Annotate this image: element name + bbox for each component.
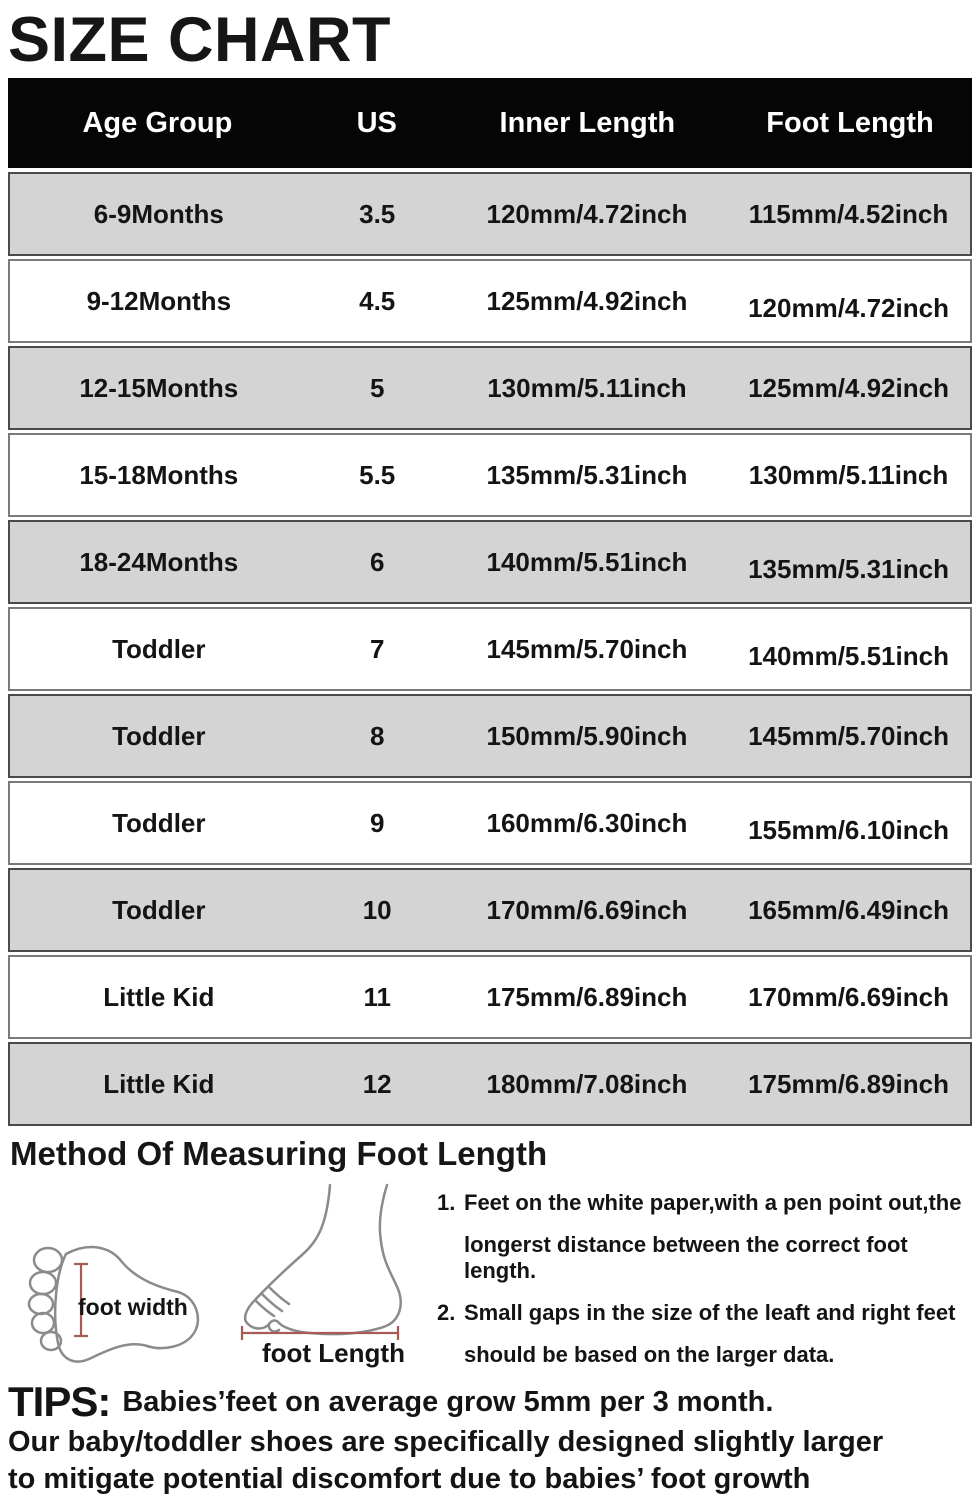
cell-foot-length: 125mm/4.92inch xyxy=(748,372,949,403)
foot-width-measure-line xyxy=(74,1262,88,1338)
tips-text-line-2: Our baby/toddler shoes are specifically … xyxy=(8,1426,884,1458)
cell-foot-length: 140mm/5.51inch xyxy=(748,640,949,671)
foot-top-view-outline xyxy=(27,1245,200,1363)
cell-us-size: 4.5 xyxy=(359,285,396,316)
tips-text-line-3: to mitigate potential discomfort due to … xyxy=(8,1463,811,1495)
cell-foot-length: 135mm/5.31inch xyxy=(748,553,949,584)
cell-age-group: 9-12Months xyxy=(86,285,232,316)
table-row: 9-12Months 4.5 125mm/4.92inch 120mm/4.72… xyxy=(8,259,972,343)
cell-age-group: Little Kid xyxy=(103,1068,215,1099)
cell-us-size: 12 xyxy=(362,1068,392,1099)
step-text: Small gaps in the size of the leaft and … xyxy=(464,1300,956,1325)
table-row: Little Kid 12 180mm/7.08inch 175mm/6.89i… xyxy=(8,1042,972,1126)
tips-text-line-1: Babies’feet on average grow 5mm per 3 mo… xyxy=(122,1385,774,1418)
cell-age-group: Toddler xyxy=(112,807,206,838)
cell-inner-length: 145mm/5.70inch xyxy=(486,633,688,664)
step-number: 2. xyxy=(437,1300,456,1325)
column-header-age-group: Age Group xyxy=(82,106,233,139)
foot-length-measure-line xyxy=(240,1326,400,1340)
cell-inner-length: 160mm/6.30inch xyxy=(486,807,688,838)
column-header-inner-length: Inner Length xyxy=(499,106,676,139)
size-table-header-row: Age Group US Inner Length Foot Length xyxy=(8,78,972,168)
foot-measuring-illustration xyxy=(27,1183,402,1363)
table-row: 6-9Months 3.5 120mm/4.72inch 115mm/4.52i… xyxy=(8,172,972,256)
cell-age-group: 15-18Months xyxy=(79,459,239,490)
page-title: SIZE CHART xyxy=(8,5,391,75)
column-header-foot-length: Foot Length xyxy=(766,106,934,139)
cell-inner-length: 120mm/4.72inch xyxy=(486,198,688,229)
cell-age-group: Toddler xyxy=(112,633,206,664)
tips-label: TIPS: xyxy=(8,1378,111,1425)
cell-inner-length: 140mm/5.51inch xyxy=(486,546,688,577)
foot-diagrams: foot width foot Length xyxy=(10,1180,460,1376)
cell-foot-length: 165mm/6.49inch xyxy=(748,894,949,925)
step-text-continued: should be based on the larger data. xyxy=(464,1342,835,1367)
cell-us-size: 5.5 xyxy=(359,459,396,490)
cell-us-size: 10 xyxy=(362,894,392,925)
cell-foot-length: 145mm/5.70inch xyxy=(748,720,949,751)
table-row: Little Kid 11 175mm/6.89inch 170mm/6.69i… xyxy=(8,955,972,1039)
cell-age-group: 18-24Months xyxy=(79,546,239,577)
cell-foot-length: 170mm/6.69inch xyxy=(748,981,949,1012)
tips-first-line: TIPS: Babies’feet on average grow 5mm pe… xyxy=(8,1378,980,1425)
cell-inner-length: 180mm/7.08inch xyxy=(486,1068,688,1099)
measuring-instructions: 1. Feet on the white paper,with a pen po… xyxy=(437,1190,972,1384)
table-row: Toddler 9 160mm/6.30inch 155mm/6.10inch xyxy=(8,781,972,865)
cell-us-size: 7 xyxy=(369,633,385,664)
cell-us-size: 8 xyxy=(369,720,385,751)
tips-section: TIPS: Babies’feet on average grow 5mm pe… xyxy=(8,1378,980,1498)
cell-foot-length: 120mm/4.72inch xyxy=(748,292,949,323)
size-table: Age Group US Inner Length Foot Length 6-… xyxy=(8,78,972,1126)
table-row: 15-18Months 5.5 135mm/5.31inch 130mm/5.1… xyxy=(8,433,972,517)
cell-inner-length: 150mm/5.90inch xyxy=(486,720,688,751)
cell-foot-length: 175mm/6.89inch xyxy=(748,1068,949,1099)
step-text: Feet on the white paper,with a pen point… xyxy=(464,1190,962,1215)
column-header-us: US xyxy=(356,106,397,139)
cell-age-group: 12-15Months xyxy=(79,372,239,403)
table-row: 12-15Months 5 130mm/5.11inch 125mm/4.92i… xyxy=(8,346,972,430)
step-number: 1. xyxy=(437,1190,456,1215)
table-row: 18-24Months 6 140mm/5.51inch 135mm/5.31i… xyxy=(8,520,972,604)
cell-inner-length: 130mm/5.11inch xyxy=(487,372,687,403)
cell-us-size: 9 xyxy=(369,807,385,838)
cell-age-group: 6-9Months xyxy=(93,198,224,229)
instruction-step-2: 2. Small gaps in the size of the leaft a… xyxy=(437,1300,972,1326)
cell-inner-length: 170mm/6.69inch xyxy=(486,894,688,925)
measuring-section: foot width foot Length 1. Feet on the wh… xyxy=(0,1180,980,1376)
cell-inner-length: 125mm/4.92inch xyxy=(486,285,688,316)
cell-foot-length: 130mm/5.11inch xyxy=(748,459,949,490)
instruction-step-1: 1. Feet on the white paper,with a pen po… xyxy=(437,1190,972,1216)
cell-inner-length: 175mm/6.89inch xyxy=(486,981,688,1012)
foot-length-label: foot Length xyxy=(262,1338,405,1368)
cell-inner-length: 135mm/5.31inch xyxy=(486,459,688,490)
table-row: Toddler 8 150mm/5.90inch 145mm/5.70inch xyxy=(8,694,972,778)
cell-age-group: Toddler xyxy=(112,720,206,751)
cell-us-size: 5 xyxy=(369,372,385,403)
table-row: Toddler 10 170mm/6.69inch 165mm/6.49inch xyxy=(8,868,972,952)
step-text-continued: longerst distance between the correct fo… xyxy=(464,1232,908,1283)
cell-foot-length: 115mm/4.52inch xyxy=(748,198,949,229)
cell-us-size: 6 xyxy=(369,546,385,577)
foot-side-view-outline xyxy=(243,1183,402,1336)
foot-width-label: foot width xyxy=(78,1294,188,1320)
measuring-section-heading: Method Of Measuring Foot Length xyxy=(10,1135,548,1172)
cell-age-group: Little Kid xyxy=(103,981,215,1012)
cell-us-size: 11 xyxy=(363,981,391,1012)
cell-us-size: 3.5 xyxy=(359,198,396,229)
table-row: Toddler 7 145mm/5.70inch 140mm/5.51inch xyxy=(8,607,972,691)
cell-age-group: Toddler xyxy=(112,894,206,925)
cell-foot-length: 155mm/6.10inch xyxy=(748,814,949,845)
